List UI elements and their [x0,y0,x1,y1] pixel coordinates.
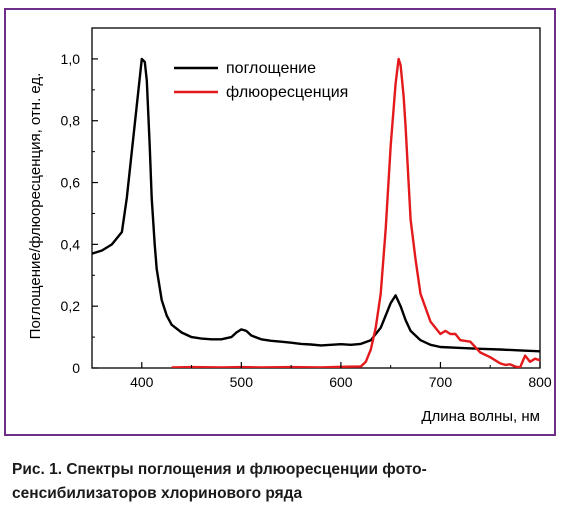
fluorescence-series-line [171,57,540,368]
x-axis-title: Длина волны, нм [421,408,540,425]
spectra-chart: 400 500 600 700 800 0 0,2 0,4 0,6 0,8 1,0 поглощен… [27,27,552,425]
y-tick-label: 0,2 [61,298,81,314]
chart-frame: 400 500 600 700 800 0 0,2 0,4 0,6 0,8 1,0 поглощен… [4,8,556,436]
x-tick-label: 600 [329,374,353,390]
y-tick-label: 0,8 [61,113,81,129]
y-tick-label: 0,6 [61,175,81,191]
absorption-series-line [92,57,540,353]
y-tick-label: 1,0 [61,51,81,67]
x-tick-label: 700 [429,374,453,390]
y-tick-label: 0 [72,360,80,376]
plot-border [91,27,541,369]
figure-caption: Рис. 1. Спектры поглощения и флюоресценц… [12,461,427,502]
y-tick-label: 0,4 [61,236,81,252]
x-tick-label: 800 [528,374,552,390]
legend-label: флюоресценция [226,84,348,101]
x-tick-label: 400 [130,374,154,390]
x-tick-label: 500 [230,374,254,390]
y-axis-title: Поглощение/флюоресценция, отн. ед. [27,73,44,340]
legend-label: поглощение [226,60,316,77]
